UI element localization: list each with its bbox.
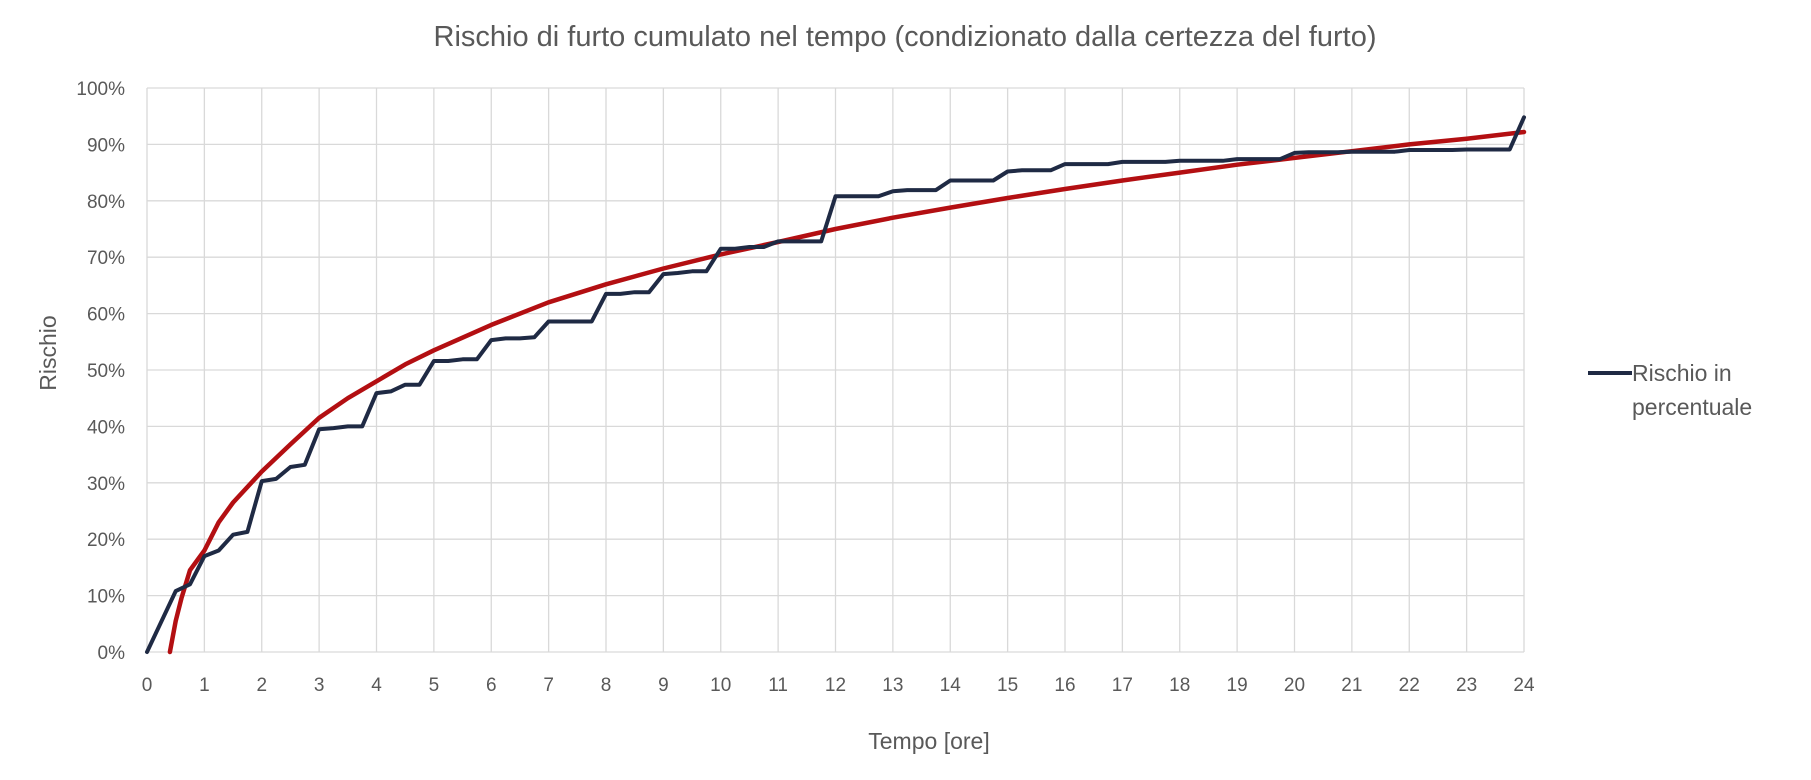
x-tick-label: 1	[199, 675, 210, 696]
x-tick-label: 21	[1341, 675, 1362, 696]
x-tick-label: 8	[601, 675, 612, 696]
trendline	[167, 129, 1527, 655]
x-tick-label: 19	[1227, 675, 1248, 696]
legend-label: Rischio in percentuale	[1632, 360, 1752, 420]
x-tick-label: 4	[371, 675, 382, 696]
series-lines	[145, 115, 1527, 655]
y-tick-label: 90%	[87, 135, 125, 156]
y-tick-label: 40%	[87, 417, 125, 438]
x-tick-label: 9	[658, 675, 669, 696]
x-tick-label: 23	[1456, 675, 1477, 696]
y-tick-label: 50%	[87, 361, 125, 382]
y-tick-label: 70%	[87, 248, 125, 269]
x-tick-label: 3	[314, 675, 325, 696]
x-tick-label: 20	[1284, 675, 1305, 696]
x-tick-label: 13	[882, 675, 903, 696]
x-tick-label: 5	[429, 675, 440, 696]
y-tick-label: 80%	[87, 192, 125, 213]
y-tick-label: 10%	[87, 587, 125, 608]
x-tick-label: 10	[710, 675, 731, 696]
x-tick-label: 6	[486, 675, 497, 696]
x-tick-label: 24	[1513, 675, 1535, 696]
y-tick-label: 0%	[98, 643, 126, 664]
x-tick-label: 15	[997, 675, 1018, 696]
x-axis-title: Tempo [ore]	[868, 728, 989, 754]
chart-title: Rischio di furto cumulato nel tempo (con…	[434, 21, 1377, 53]
y-tick-label: 30%	[87, 474, 125, 495]
y-tick-label: 100%	[76, 79, 125, 100]
y-axis-ticks: 0% 10% 20% 30% 40% 50% 60% 70% 80% 90% 100%	[76, 79, 125, 664]
x-tick-label: 0	[142, 675, 153, 696]
x-axis-ticks: 0 1 2 3 4 5 6 7 8 9 10 11 12 13 14 15 16 17 18 19 20 21 22 23 24	[142, 675, 1535, 696]
legend: Rischio in percentuale	[1588, 360, 1752, 420]
x-tick-label: 14	[940, 675, 962, 696]
y-tick-label: 60%	[87, 305, 125, 326]
x-tick-label: 18	[1169, 675, 1190, 696]
x-tick-label: 7	[543, 675, 554, 696]
y-axis-title: Rischio	[35, 315, 61, 390]
x-tick-label: 12	[825, 675, 846, 696]
x-tick-label: 11	[768, 675, 788, 696]
grid-lines	[146, 87, 1525, 653]
x-tick-label: 2	[256, 675, 267, 696]
y-tick-label: 20%	[87, 530, 125, 551]
series-line-rischio	[145, 115, 1526, 654]
x-tick-label: 22	[1399, 675, 1420, 696]
x-tick-label: 17	[1112, 675, 1133, 696]
x-tick-label: 16	[1054, 675, 1075, 696]
